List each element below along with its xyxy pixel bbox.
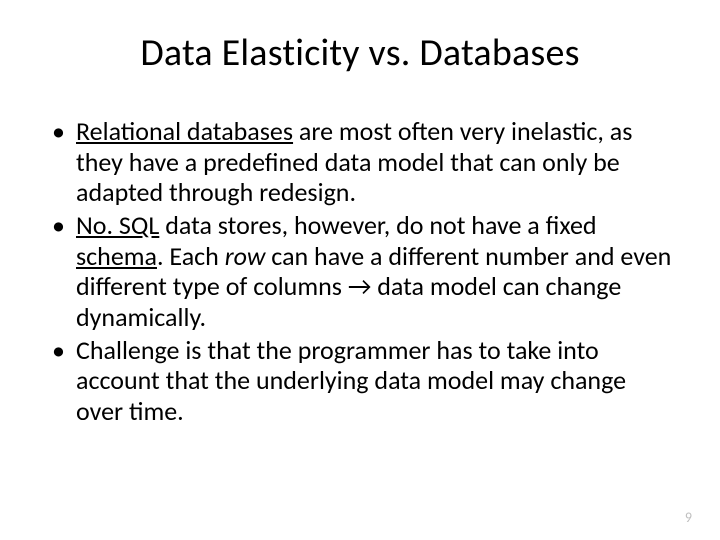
text-segment: data stores, however, do not have a fixe… — [159, 209, 596, 241]
text-segment: . Each — [157, 240, 225, 272]
text-segment: row — [225, 240, 266, 272]
bullet-item: Relational databases are most often very… — [50, 116, 672, 208]
slide: Data Elasticity vs. Databases Relational… — [0, 0, 720, 540]
bullet-list: Relational databases are most often very… — [48, 116, 672, 427]
bullet-item: No. SQL data stores, however, do not hav… — [50, 210, 672, 333]
text-segment: Relational databases — [76, 115, 293, 147]
bullet-item: Challenge is that the programmer has to … — [50, 335, 672, 427]
slide-title: Data Elasticity vs. Databases — [48, 30, 672, 76]
text-segment: Challenge is that the programmer has to … — [76, 334, 626, 427]
text-segment: schema — [76, 240, 157, 272]
page-number: 9 — [685, 509, 692, 526]
text-segment: No. SQL — [76, 209, 159, 241]
